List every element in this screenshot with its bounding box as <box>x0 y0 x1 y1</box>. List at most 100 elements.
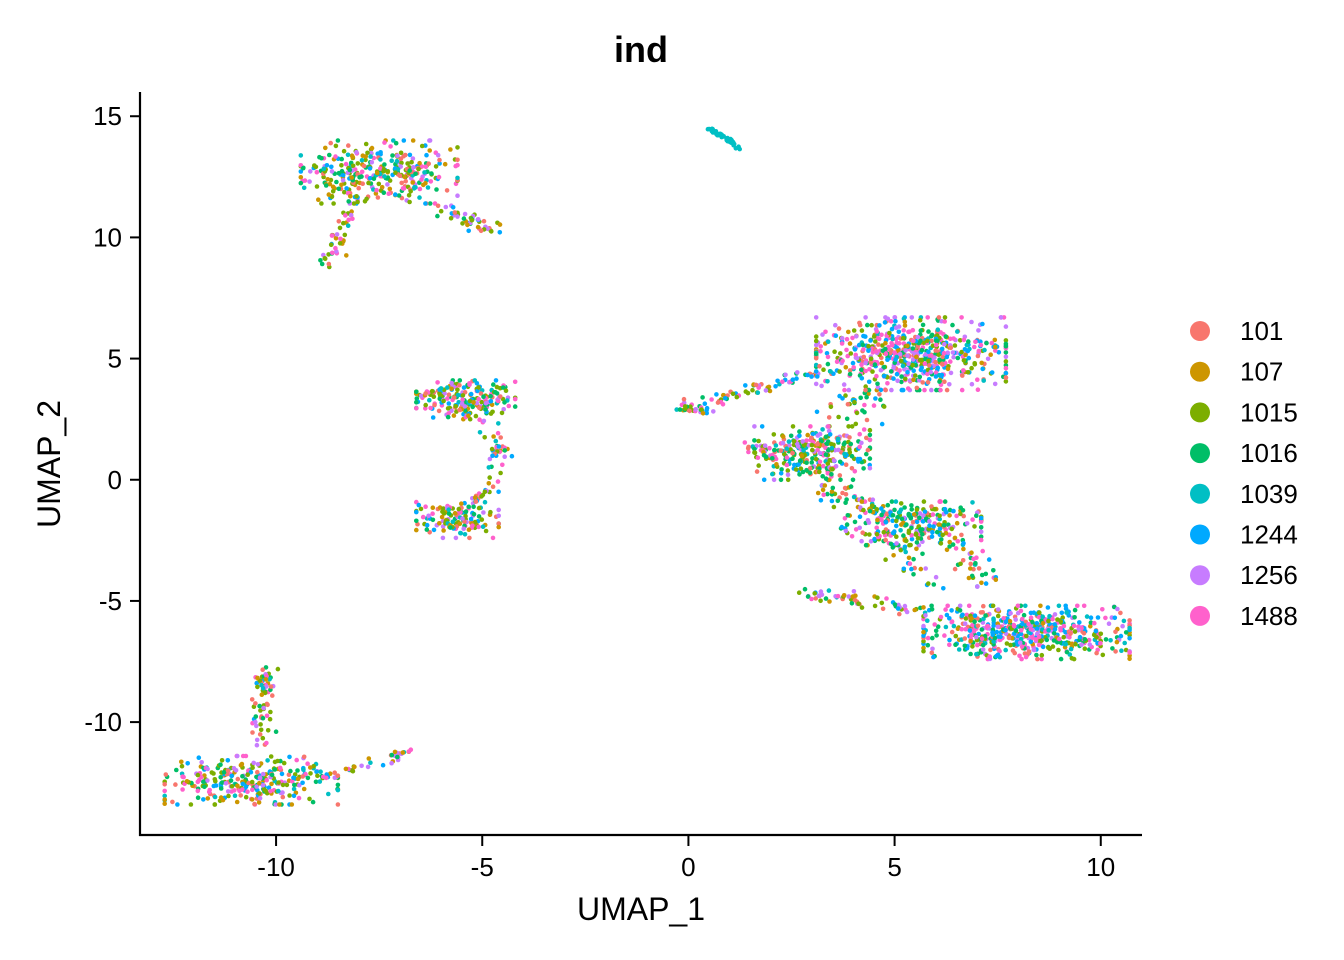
data-point-1016 <box>260 715 266 721</box>
data-point-1016 <box>861 466 866 471</box>
data-point-1015 <box>445 406 451 411</box>
data-point-1015 <box>963 616 969 621</box>
data-point-1244 <box>378 150 383 155</box>
data-point-101 <box>326 261 332 267</box>
data-point-1016 <box>752 446 757 452</box>
data-point-1039 <box>438 386 444 391</box>
data-point-1488 <box>512 379 518 385</box>
data-point-1015 <box>456 506 462 512</box>
data-point-101 <box>225 768 231 773</box>
legend-label-101: 101 <box>1240 316 1283 346</box>
data-point-1488 <box>400 186 406 191</box>
data-point-1015 <box>339 163 344 168</box>
data-point-107 <box>344 253 349 258</box>
data-point-1016 <box>371 176 377 181</box>
data-point-1016 <box>920 532 925 537</box>
data-point-1016 <box>862 409 867 415</box>
data-point-1016 <box>805 594 811 599</box>
data-point-101 <box>817 364 822 369</box>
data-point-1256 <box>235 753 240 759</box>
data-point-1244 <box>509 453 515 459</box>
data-point-107 <box>846 329 851 335</box>
data-point-1015 <box>836 414 841 420</box>
data-point-1016 <box>872 362 878 367</box>
data-point-1016 <box>860 342 866 348</box>
data-point-1016 <box>269 772 275 778</box>
data-point-1039 <box>1062 642 1068 647</box>
data-point-1488 <box>922 387 927 393</box>
data-point-1039 <box>162 793 167 799</box>
data-point-1488 <box>948 359 953 364</box>
data-point-1016 <box>888 541 894 547</box>
data-point-1016 <box>923 516 929 522</box>
data-point-1256 <box>813 381 819 387</box>
data-point-1488 <box>970 517 975 522</box>
data-point-1016 <box>413 171 418 177</box>
data-point-1016 <box>228 778 234 783</box>
data-point-107 <box>879 360 885 366</box>
data-point-101 <box>842 485 848 491</box>
data-point-107 <box>255 675 260 681</box>
data-point-107 <box>325 177 331 182</box>
data-point-1256 <box>1003 354 1009 360</box>
data-point-1256 <box>481 418 487 424</box>
data-point-1015 <box>898 547 904 553</box>
data-point-101 <box>1094 650 1099 656</box>
data-point-101 <box>778 448 784 453</box>
data-point-1015 <box>350 768 356 774</box>
data-point-1015 <box>937 513 942 519</box>
data-point-1488 <box>446 411 452 416</box>
data-point-107 <box>847 341 853 346</box>
data-point-1488 <box>1018 608 1024 614</box>
data-point-1256 <box>904 609 910 615</box>
data-point-1256 <box>369 160 375 165</box>
data-point-1015 <box>881 404 887 409</box>
data-point-107 <box>805 432 810 438</box>
data-point-1039 <box>477 430 483 435</box>
data-point-1244 <box>901 566 907 572</box>
data-point-101 <box>426 161 432 166</box>
data-point-1015 <box>476 385 481 390</box>
data-point-1015 <box>869 503 875 509</box>
data-point-1015 <box>1082 646 1088 651</box>
data-point-1244 <box>939 372 945 378</box>
data-point-1016 <box>911 572 916 577</box>
data-point-1015 <box>483 528 489 534</box>
data-point-101 <box>961 513 966 519</box>
data-point-1039 <box>391 138 396 143</box>
data-point-101 <box>847 368 853 373</box>
data-point-1256 <box>1115 606 1120 612</box>
y-tick-label: -10 <box>84 707 122 737</box>
data-point-1256 <box>854 334 859 339</box>
data-point-1488 <box>929 353 934 358</box>
data-point-1488 <box>374 187 379 193</box>
data-point-1016 <box>273 729 279 734</box>
data-point-1244 <box>773 384 778 389</box>
data-point-1256 <box>410 156 416 161</box>
data-point-1016 <box>461 216 467 221</box>
data-point-107 <box>350 155 356 160</box>
data-point-1244 <box>893 357 898 362</box>
data-point-1039 <box>493 438 499 444</box>
data-point-1015 <box>255 684 260 690</box>
data-point-1244 <box>961 540 966 546</box>
data-point-1039 <box>705 126 711 132</box>
data-point-1244 <box>889 326 895 332</box>
data-point-101 <box>473 499 479 504</box>
data-point-1244 <box>496 489 501 495</box>
data-point-107 <box>1127 656 1132 662</box>
data-point-1256 <box>980 647 986 652</box>
data-point-1015 <box>322 256 328 262</box>
data-point-101 <box>868 359 873 365</box>
data-point-1488 <box>975 387 981 393</box>
data-point-1244 <box>905 370 910 375</box>
data-point-1256 <box>273 802 279 807</box>
data-point-1015 <box>212 777 218 782</box>
data-point-1015 <box>337 241 343 246</box>
data-point-1016 <box>347 167 353 173</box>
data-point-1016 <box>448 525 453 530</box>
data-point-1039 <box>1046 627 1051 633</box>
data-point-1016 <box>797 458 803 463</box>
data-point-1256 <box>340 178 346 183</box>
data-point-1016 <box>929 332 935 338</box>
